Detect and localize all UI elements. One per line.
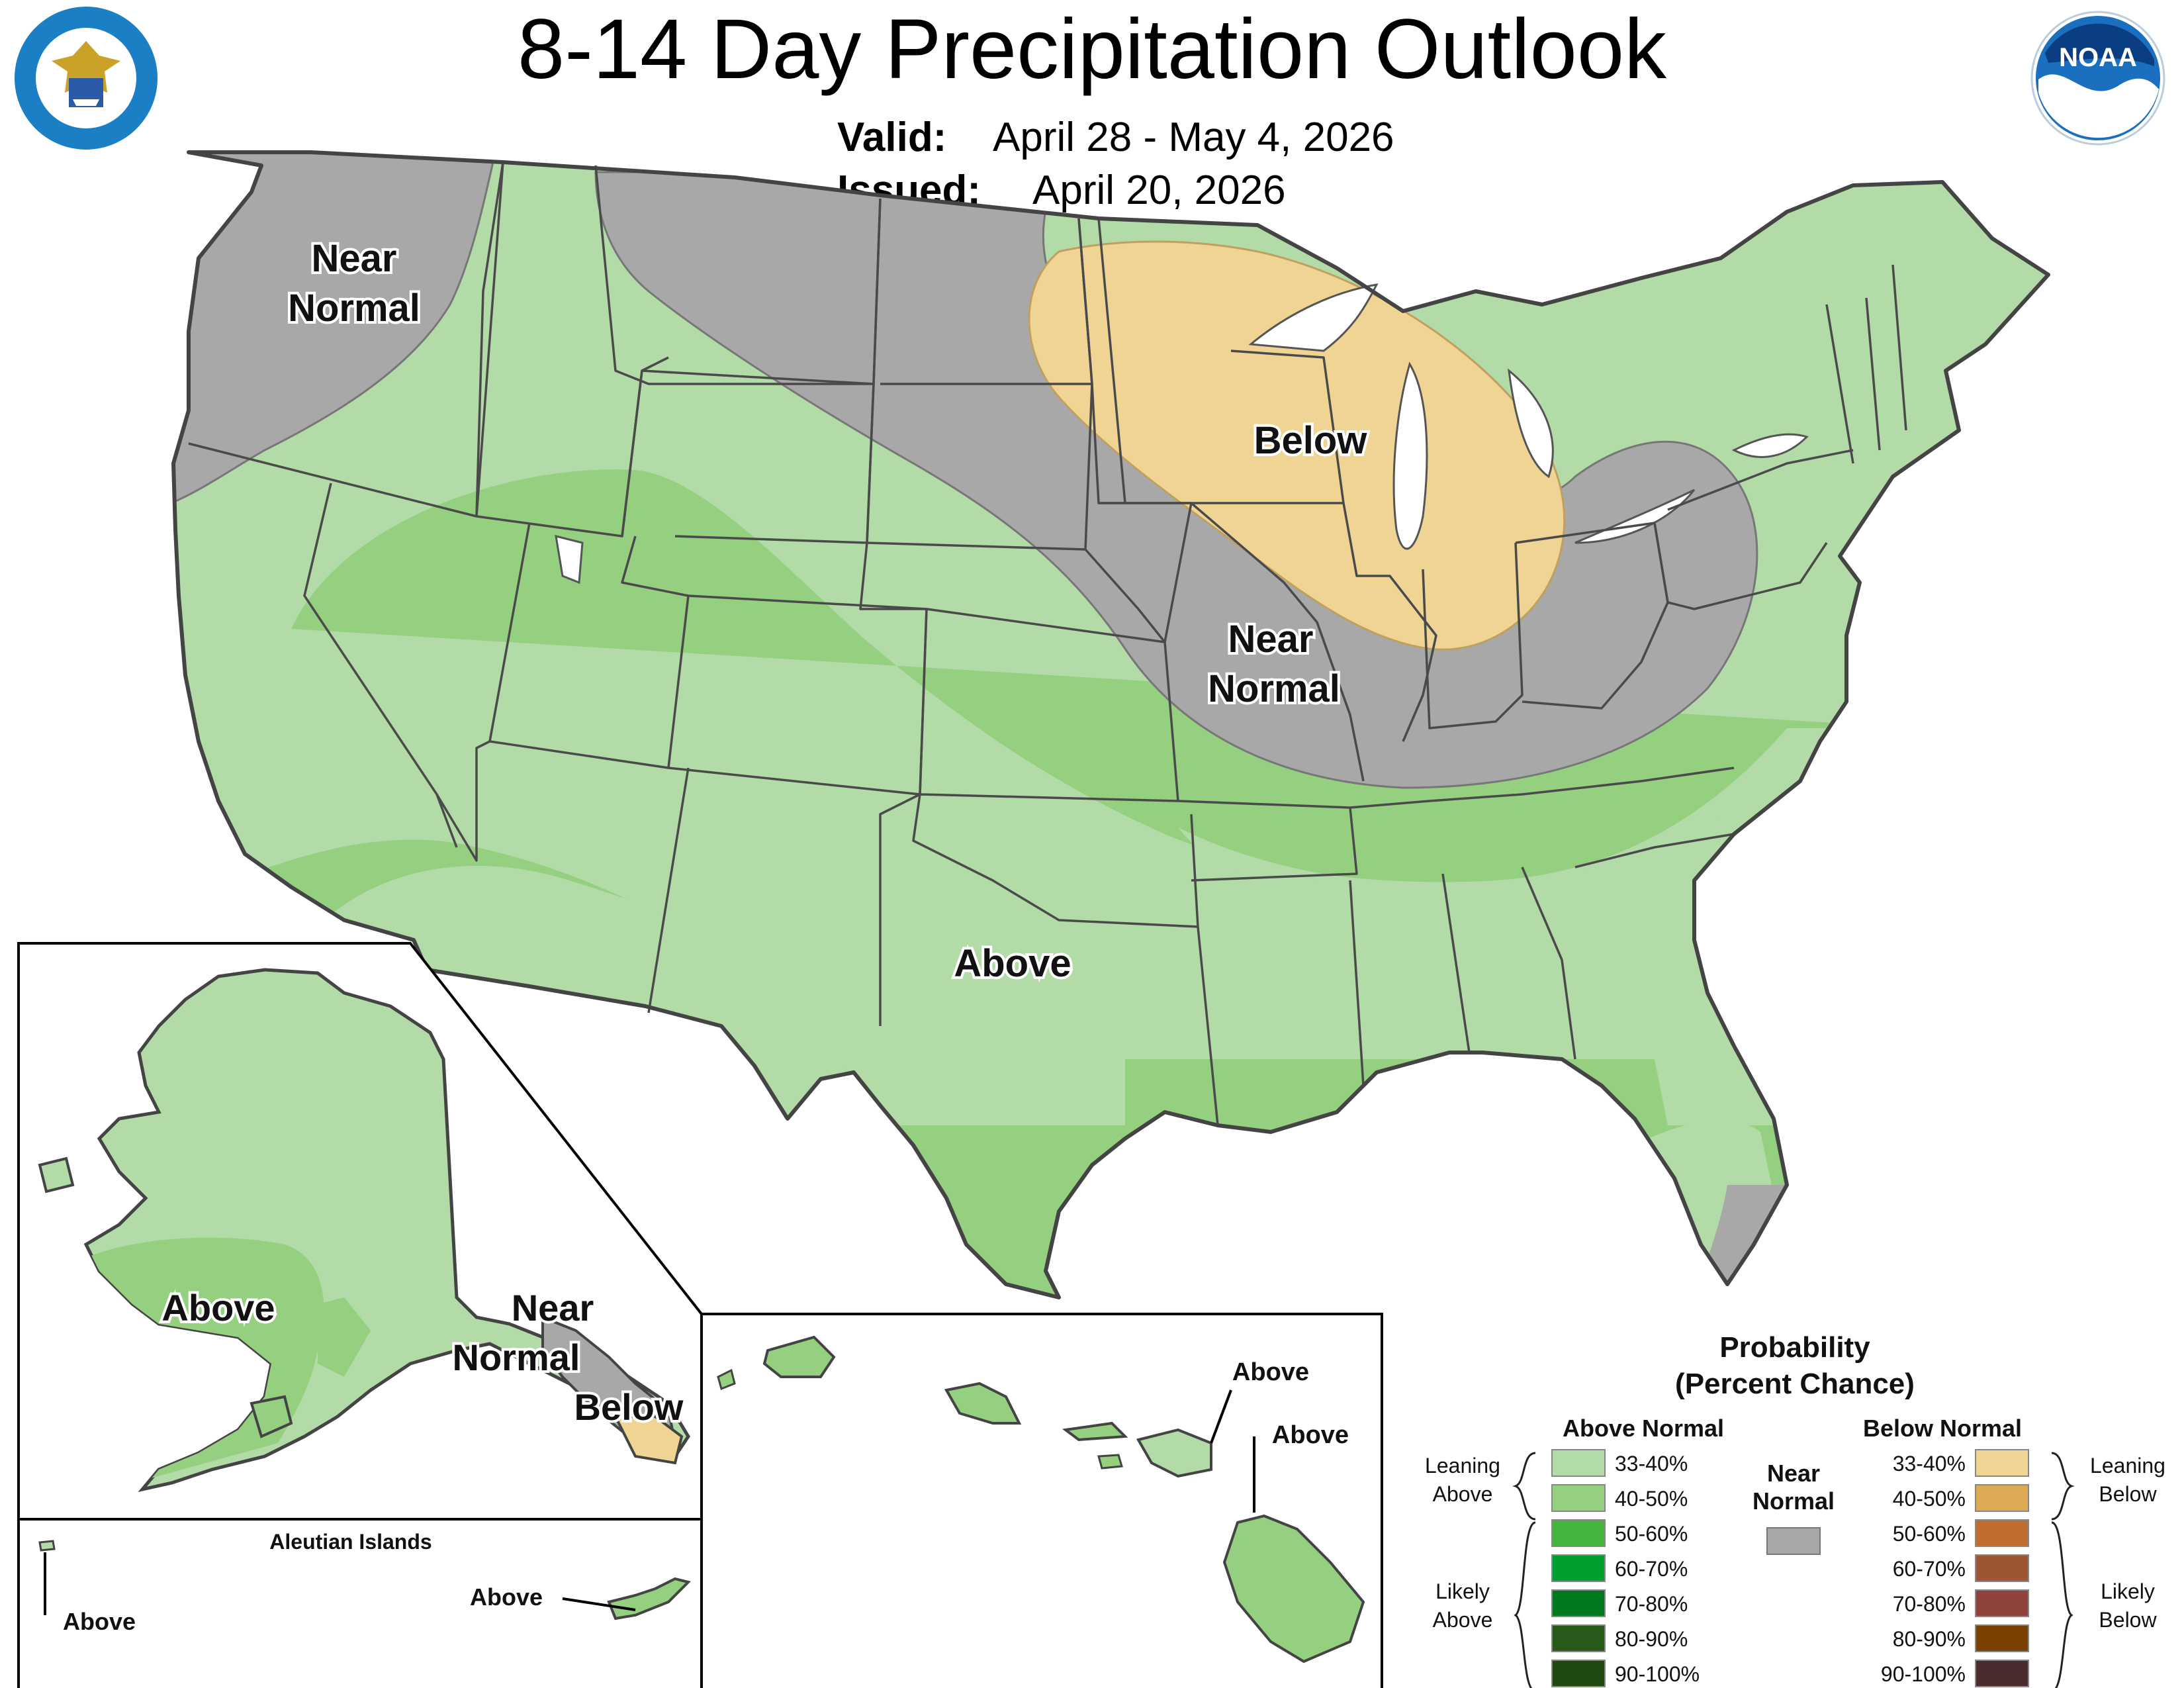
- hawaii-inset: Above Above: [700, 1313, 1383, 1688]
- st-lawrence-island: [38, 1156, 75, 1194]
- legend-above-row-swatch: [1551, 1519, 1606, 1547]
- legend-above-row-label: 60-70%: [1615, 1557, 1688, 1581]
- legend-above-row-swatch: [1551, 1624, 1606, 1652]
- legend-above-row-label: 80-90%: [1615, 1627, 1688, 1651]
- lake-michigan: [1392, 361, 1428, 550]
- legend-above-row-label: 50-60%: [1615, 1522, 1688, 1546]
- legend-leaning-below-2: Below: [2099, 1482, 2157, 1506]
- label-alaska-below: Below: [574, 1386, 684, 1428]
- legend-below-row-swatch: [1975, 1554, 2029, 1582]
- legend-above-header: Above Normal: [1563, 1415, 1724, 1442]
- legend-below-row-swatch: [1975, 1519, 2029, 1547]
- legend-below-row-label: 50-60%: [1893, 1522, 1966, 1546]
- alaska-landmass: [83, 968, 690, 1493]
- alaska-inset: Above Near Normal Below: [17, 942, 703, 1521]
- legend-near-normal-swatch: [1766, 1527, 1821, 1555]
- map-title: 8-14 Day Precipitation Outlook: [518, 2, 1667, 97]
- legend-above-row-swatch: [1551, 1484, 1606, 1512]
- legend-below-row-label: 33-40%: [1893, 1452, 1966, 1476]
- label-near-normal-midwest-2: Normal: [1208, 667, 1340, 710]
- legend-leaning-above-1: Leaning: [1425, 1454, 1500, 1477]
- legend-above-row-label: 33-40%: [1615, 1452, 1688, 1476]
- valid-label: Valid:: [837, 115, 946, 160]
- legend-title-2: (Percent Chance): [1675, 1368, 1915, 1400]
- noaa-logo-text: NOAA: [2059, 43, 2137, 72]
- legend-below-row-swatch: [1975, 1484, 2029, 1512]
- legend-title-1: Probability: [1719, 1331, 1870, 1364]
- legend-near-label-2: Normal: [1752, 1487, 1835, 1515]
- label-below-midwest: Below: [1254, 419, 1368, 462]
- legend-likely-above-1: Likely: [1435, 1579, 1490, 1603]
- department-of-commerce-seal-icon: [15, 7, 158, 150]
- noaa-logo-icon: NOAA: [2030, 11, 2165, 146]
- great-salt-lake: [555, 534, 584, 585]
- kauai-island: [762, 1335, 836, 1378]
- legend-below-row-swatch: [1975, 1660, 2029, 1687]
- legend-below-header: Below Normal: [1863, 1415, 2022, 1442]
- legend-above-row-swatch: [1551, 1660, 1606, 1687]
- legend-leaning-above-2: Above: [1433, 1482, 1493, 1506]
- label-near-normal-nw-2: Normal: [288, 287, 420, 330]
- legend-below-row-label: 60-70%: [1893, 1557, 1966, 1581]
- legend-below-rows: 33-40% 40-50% 50-60% 60-70% 70-80% 80-90% 90-1…: [1881, 1449, 2029, 1687]
- aleutian-title: Aleutian Islands: [269, 1530, 432, 1554]
- valid-dates: April 28 - May 4, 2026: [993, 115, 1394, 160]
- oahu-island: [944, 1382, 1022, 1425]
- lake-ontario: [1731, 433, 1809, 458]
- label-hawaii-above-1: Above: [1232, 1358, 1309, 1386]
- legend-above-row-swatch: [1551, 1554, 1606, 1582]
- label-alaska-near-normal-2: Normal: [453, 1336, 580, 1378]
- legend-above-row-label: 40-50%: [1615, 1487, 1688, 1511]
- legend-above-rows: 33-40% 40-50% 50-60% 60-70% 70-80% 80-90% 90-1…: [1551, 1449, 1700, 1687]
- legend-below-row-swatch: [1975, 1624, 2029, 1652]
- legend-above-row-swatch: [1551, 1589, 1606, 1617]
- state-boundaries: [188, 162, 1907, 1126]
- legend-below-row-label: 80-90%: [1893, 1627, 1966, 1651]
- label-aleutian-above-left: Above: [63, 1608, 136, 1635]
- legend-likely-below-1: Likely: [2101, 1579, 2155, 1603]
- maui-island: [1136, 1428, 1212, 1478]
- label-alaska-near-normal-1: Near: [512, 1287, 594, 1329]
- legend-above-row-label: 90-100%: [1615, 1662, 1700, 1686]
- aleutian-inset: Aleutian Islands Above Above: [17, 1518, 703, 1688]
- legend: Probability (Percent Chance) Above Norma…: [1425, 1331, 2165, 1688]
- lanai-island: [1097, 1454, 1123, 1470]
- big-island: [1222, 1514, 1365, 1664]
- molokai-island: [1062, 1421, 1128, 1442]
- legend-leaning-below-1: Leaning: [2090, 1454, 2165, 1477]
- lake-superior: [1248, 283, 1379, 352]
- legend-likely-above-2: Above: [1433, 1608, 1493, 1632]
- issued-date: April 20, 2026: [1032, 167, 1286, 213]
- legend-likely-below-2: Below: [2099, 1608, 2157, 1632]
- lake-huron: [1508, 368, 1554, 479]
- legend-near-label-1: Near: [1767, 1460, 1820, 1487]
- label-near-normal-nw-1: Near: [312, 237, 397, 280]
- lake-erie: [1574, 489, 1696, 544]
- label-hawaii-above-2: Above: [1272, 1421, 1349, 1449]
- legend-above-row-swatch: [1551, 1449, 1606, 1477]
- legend-above-row-label: 70-80%: [1615, 1592, 1688, 1616]
- aleutian-island-west: [38, 1540, 56, 1552]
- kodiak-island: [250, 1395, 293, 1438]
- alaska-above-region-2: [318, 1297, 371, 1377]
- legend-below-row-label: 40-50%: [1893, 1487, 1966, 1511]
- label-near-normal-midwest-1: Near: [1228, 618, 1314, 661]
- label-alaska-above: Above: [161, 1287, 275, 1329]
- legend-below-row-label: 70-80%: [1893, 1592, 1966, 1616]
- alaska-panhandle-below: [613, 1415, 684, 1465]
- legend-below-row-swatch: [1975, 1589, 2029, 1617]
- label-above-south: Above: [954, 942, 1071, 985]
- conus-coastline: [171, 150, 2050, 1299]
- niihau-island: [717, 1368, 736, 1391]
- label-aleutian-above-right: Above: [470, 1583, 543, 1611]
- legend-below-row-swatch: [1975, 1449, 2029, 1477]
- legend-below-row-label: 90-100%: [1881, 1662, 1966, 1686]
